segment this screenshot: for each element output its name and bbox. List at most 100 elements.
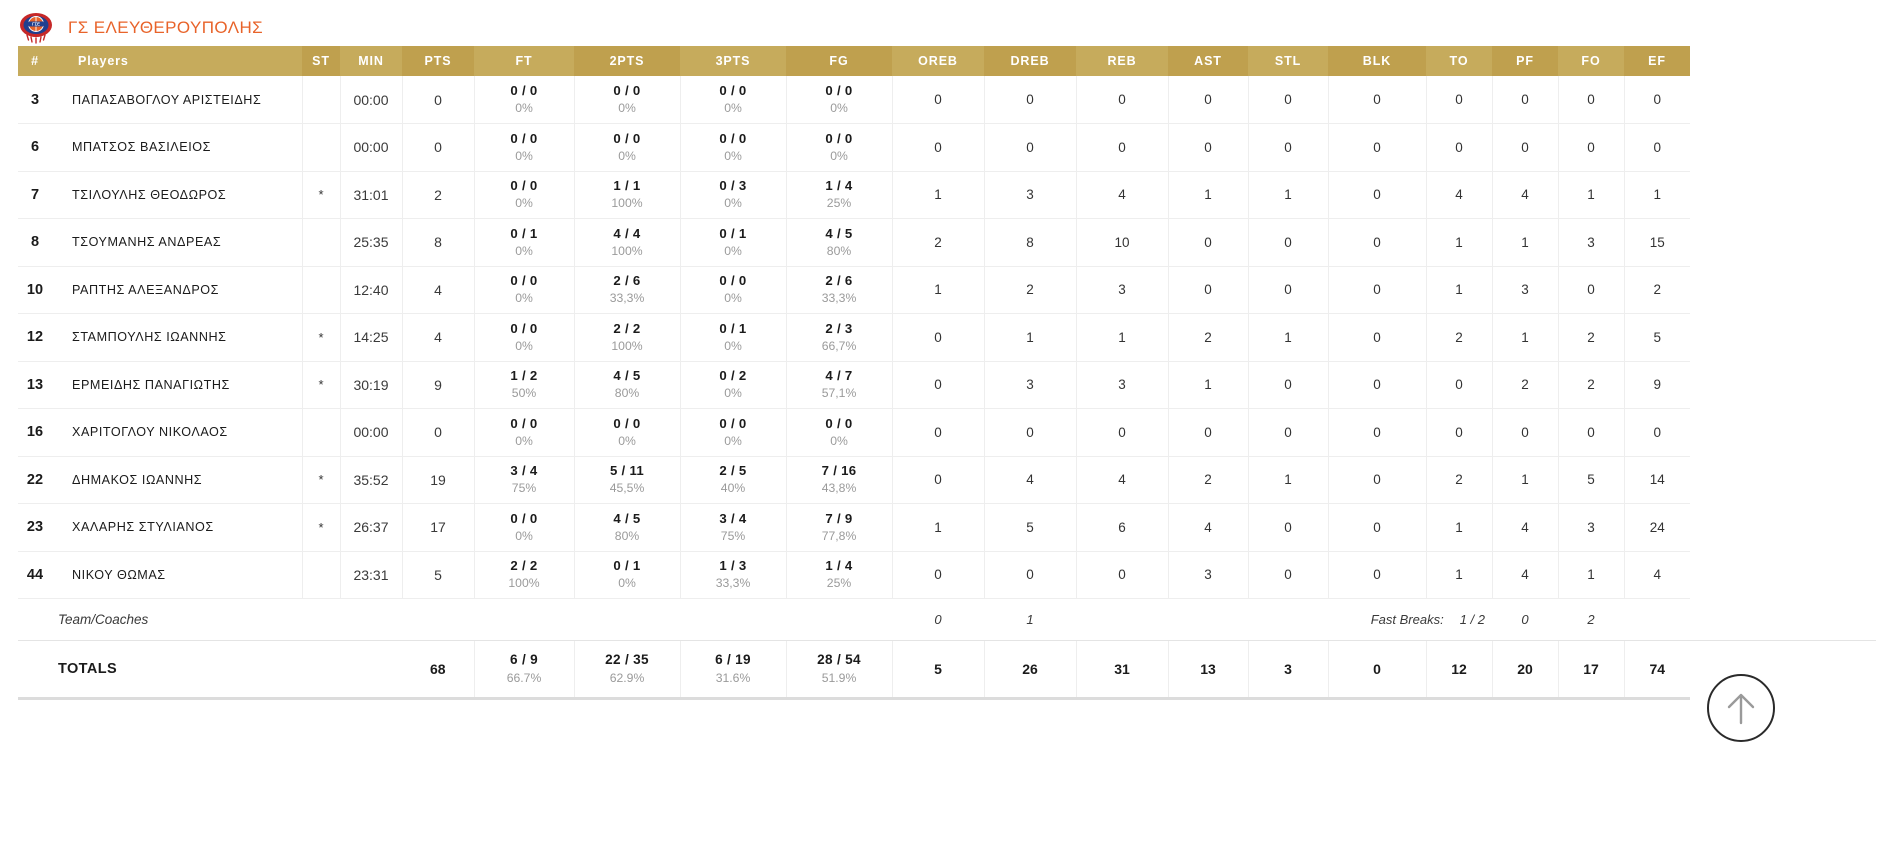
player-ast: 0 <box>1168 218 1249 267</box>
scroll-to-top-button[interactable] <box>1707 674 1775 742</box>
player-ft-made: 0 / 0 <box>510 510 538 526</box>
player-2pts-pct: 100% <box>611 243 643 258</box>
player-ft-made: 0 / 0 <box>510 178 538 194</box>
player-3pts: 0 / 1 0% <box>680 313 787 362</box>
header-ft[interactable]: FT <box>474 46 574 76</box>
header-to[interactable]: TO <box>1426 46 1492 76</box>
player-stl: 0 <box>1248 361 1329 409</box>
player-blk: 0 <box>1328 123 1427 172</box>
player-stl: 0 <box>1248 123 1329 172</box>
player-blk: 0 <box>1328 218 1427 267</box>
player-dreb: 1 <box>984 313 1077 362</box>
header-2pts[interactable]: 2PTS <box>574 46 680 76</box>
player-number: 23 <box>18 503 52 552</box>
player-2pts-pct: 33,3% <box>609 291 645 306</box>
table-row[interactable]: 44 ΝΙΚΟΥ ΘΩΜΑΣ 23:31 5 2 / 2 100% 0 / 1 0% 1 / 3… <box>18 551 1876 599</box>
table-row[interactable]: 8 ΤΣΟΥΜΑΝΗΣ ΑΝΔΡΕΑΣ 25:35 8 0 / 1 0% 4 / 4 100%… <box>18 218 1876 267</box>
player-ast: 1 <box>1168 361 1249 409</box>
totals-ft: 6 / 9 66.7% <box>474 640 575 700</box>
table-row[interactable]: 3 ΠΑΠΑΣΑΒΟΓΛΟΥ ΑΡΙΣΤΕΙΔΗΣ 00:00 0 0 / 0 0% 0 /… <box>18 76 1876 124</box>
player-2pts-pct: 0% <box>618 101 636 116</box>
player-reb: 10 <box>1076 218 1169 267</box>
player-starter-mark: * <box>302 503 341 552</box>
player-ef: 15 <box>1624 218 1690 267</box>
player-name: ΣΤΑΜΠΟΥΛΗΣ ΙΩΑΝΝΗΣ <box>52 313 303 362</box>
player-starter-mark: * <box>302 456 341 504</box>
player-ft: 3 / 4 75% <box>474 456 575 504</box>
header-players[interactable]: Players <box>52 46 302 76</box>
player-blk: 0 <box>1328 313 1427 362</box>
player-2pts: 4 / 5 80% <box>574 361 681 409</box>
player-reb: 6 <box>1076 503 1169 552</box>
totals-ft-pct: 66.7% <box>506 671 542 685</box>
player-stl: 1 <box>1248 171 1329 219</box>
player-blk: 0 <box>1328 503 1427 552</box>
player-ft-pct: 0% <box>515 243 533 258</box>
table-row[interactable]: 13 ΕΡΜΕΙΔΗΣ ΠΑΝΑΓΙΩΤΗΣ * 30:19 9 1 / 2 50% 4 / … <box>18 361 1876 409</box>
player-fg-made: 4 / 5 <box>825 225 853 241</box>
player-ef: 2 <box>1624 266 1690 314</box>
header-st[interactable]: ST <box>302 46 340 76</box>
table-row[interactable]: 10 ΡΑΠΤΗΣ ΑΛΕΞΑΝΔΡΟΣ 12:40 4 0 / 0 0% 2 / 6 33,… <box>18 266 1876 314</box>
player-3pts-made: 0 / 1 <box>719 225 747 241</box>
player-ft: 0 / 0 0% <box>474 408 575 457</box>
table-row[interactable]: 6 ΜΠΑΤΣΟΣ ΒΑΣΙΛΕΙΟΣ 00:00 0 0 / 0 0% 0 / 0 0% 0 … <box>18 123 1876 172</box>
player-2pts-made: 5 / 11 <box>609 463 645 479</box>
player-ft: 2 / 2 100% <box>474 551 575 599</box>
header-oreb[interactable]: OREB <box>892 46 984 76</box>
header-ef[interactable]: EF <box>1624 46 1690 76</box>
team-coaches-oreb: 0 <box>892 598 984 641</box>
player-to: 1 <box>1426 218 1493 267</box>
player-3pts-pct: 0% <box>724 101 742 116</box>
header-ast[interactable]: AST <box>1168 46 1248 76</box>
player-3pts-pct: 0% <box>724 291 742 306</box>
player-fg-made: 1 / 4 <box>825 558 853 574</box>
player-fo: 0 <box>1558 266 1625 314</box>
team-coaches-fg <box>786 598 892 641</box>
player-starter-mark <box>302 218 341 267</box>
player-2pts-pct: 80% <box>614 386 640 401</box>
header-reb[interactable]: REB <box>1076 46 1168 76</box>
player-2pts-made: 0 / 0 <box>613 130 641 146</box>
header-dreb[interactable]: DREB <box>984 46 1076 76</box>
player-ft-pct: 0% <box>515 433 533 448</box>
player-starter-mark: * <box>302 171 341 219</box>
player-oreb: 0 <box>892 123 985 172</box>
player-ast: 0 <box>1168 266 1249 314</box>
table-row[interactable]: 23 ΧΑΛΑΡΗΣ ΣΤΥΛΙΑΝΟΣ * 26:37 17 0 / 0 0% 4 / 5 8… <box>18 503 1876 552</box>
player-oreb: 1 <box>892 266 985 314</box>
player-reb: 0 <box>1076 76 1169 124</box>
header-fg[interactable]: FG <box>786 46 892 76</box>
player-dreb: 0 <box>984 76 1077 124</box>
header-stl[interactable]: STL <box>1248 46 1328 76</box>
player-minutes: 30:19 <box>340 361 403 409</box>
header-min[interactable]: MIN <box>340 46 402 76</box>
player-3pts-pct: 0% <box>724 243 742 258</box>
header-blk[interactable]: BLK <box>1328 46 1426 76</box>
header-pts[interactable]: PTS <box>402 46 474 76</box>
header-number[interactable]: # <box>18 46 52 76</box>
player-fg: 7 / 9 77,8% <box>786 503 893 552</box>
team-coaches-min <box>340 598 402 641</box>
player-ast: 1 <box>1168 171 1249 219</box>
header-3pts[interactable]: 3PTS <box>680 46 786 76</box>
player-fg-pct: 0% <box>830 148 848 163</box>
table-row[interactable]: 22 ΔΗΜΑΚΟΣ ΙΩΑΝΝΗΣ * 35:52 19 3 / 4 75% 5 / 11 4… <box>18 456 1876 504</box>
player-minutes: 14:25 <box>340 313 403 362</box>
player-3pts-pct: 33,3% <box>715 576 751 591</box>
player-3pts: 0 / 0 0% <box>680 76 787 124</box>
player-to: 4 <box>1426 171 1493 219</box>
player-to: 2 <box>1426 456 1493 504</box>
totals-2pts-pct: 62.9% <box>609 671 645 685</box>
totals-spacer-num <box>18 640 52 700</box>
svg-text:ΓΣΕ: ΓΣΕ <box>32 22 40 27</box>
player-points: 4 <box>402 266 475 314</box>
team-coaches-label: Team/Coaches <box>52 598 340 641</box>
header-pf[interactable]: PF <box>1492 46 1558 76</box>
table-row[interactable]: 7 ΤΣΙΛΟΥΛΗΣ ΘΕΟΔΩΡΟΣ * 31:01 2 0 / 0 0% 1 / 1 10… <box>18 171 1876 219</box>
player-starter-mark: * <box>302 361 341 409</box>
header-fo[interactable]: FO <box>1558 46 1624 76</box>
player-fg-made: 1 / 4 <box>825 178 853 194</box>
